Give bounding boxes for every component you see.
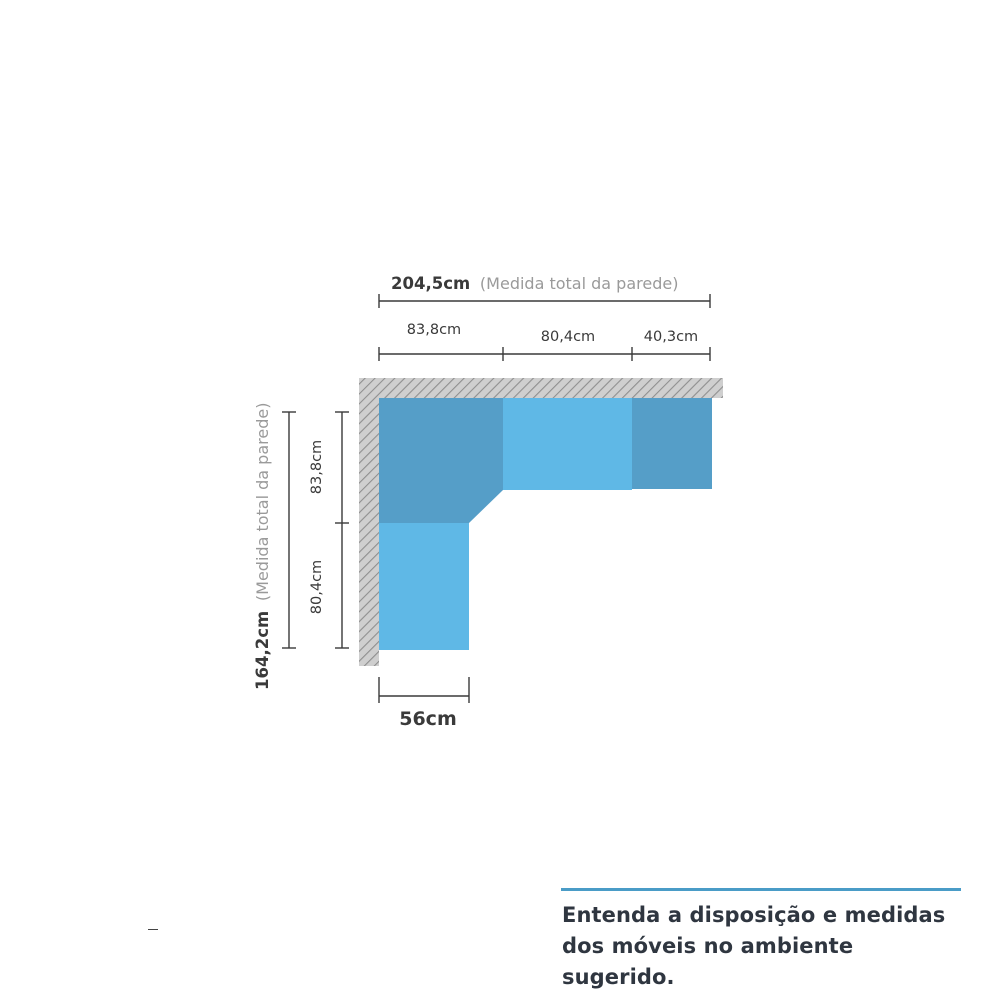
left-total-note: (Medida total da parede): [253, 403, 272, 602]
top-segment-dimensions: 83,8cm 80,4cm 40,3cm: [378, 322, 711, 361]
left-segment-2: 80,4cm: [309, 560, 325, 614]
left-segment-1: 83,8cm: [309, 440, 325, 494]
top-total-value: 204,5cm: [391, 274, 470, 293]
left-lower-module: [379, 523, 469, 650]
top-total-dimension: 204,5cm (Medida total da parede): [378, 274, 711, 308]
caption-line-2: dos móveis no ambiente sugerido.: [562, 934, 854, 989]
corner-module: [379, 398, 503, 523]
svg-text:164,2cm (Medida total da: 164,2cm (Medida total da parede): [253, 403, 272, 690]
caption: Entenda a disposição e medidas dos móvei…: [562, 900, 962, 993]
top-total-note: (Medida total da parede): [480, 274, 679, 293]
caption-line-1: Entenda a disposição e medidas: [562, 903, 946, 927]
depth-dimension: 56cm: [378, 677, 470, 730]
top-segment-1: 83,8cm: [407, 322, 461, 338]
small-dash-mark: [148, 929, 158, 930]
right-top-module: [632, 398, 712, 489]
left-total-dimension: 164,2cm (Medida total da parede): [253, 403, 296, 690]
top-wall: [359, 378, 723, 398]
top-segment-2: 80,4cm: [541, 329, 595, 345]
top-segment-3: 40,3cm: [644, 329, 698, 345]
svg-text:204,5cm (Medida total da: 204,5cm (Medida total da parede): [391, 274, 678, 293]
left-wall: [359, 378, 379, 666]
middle-top-module: [503, 398, 632, 490]
caption-accent-rule: [561, 888, 961, 891]
left-segment-dimensions: 83,8cm 80,4cm: [309, 411, 349, 649]
depth-value: 56cm: [399, 708, 457, 730]
left-total-value: 164,2cm: [253, 611, 272, 690]
